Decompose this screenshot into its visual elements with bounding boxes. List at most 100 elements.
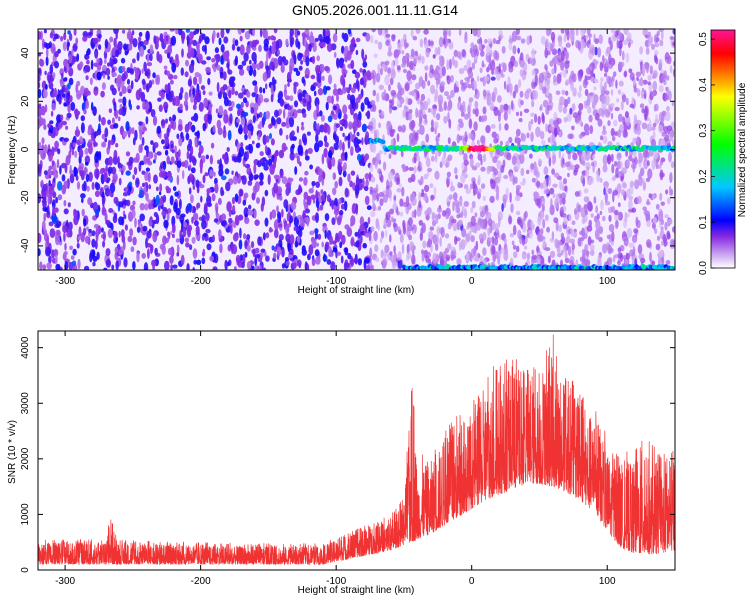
spectrogram-cell xyxy=(325,29,331,37)
spectrogram-cell xyxy=(299,216,304,227)
spectrogram-cell xyxy=(639,103,645,109)
spectrogram-cell xyxy=(84,147,89,155)
spectrogram-cell xyxy=(578,103,584,111)
spectrogram-cell xyxy=(263,165,269,171)
spectrogram-cell xyxy=(559,194,563,206)
spectrogram-cell xyxy=(143,262,149,270)
spectrogram-cell xyxy=(136,251,140,263)
spectrogram-cell xyxy=(611,230,615,242)
spectrogram-cell xyxy=(234,90,239,96)
spectrogram-cell xyxy=(232,175,238,185)
spectrogram-cell xyxy=(412,35,418,41)
spectrogram-cell xyxy=(564,257,570,264)
spectrogram-cell xyxy=(444,91,449,97)
spectrogram-cell xyxy=(69,245,73,250)
spectrogram-cell xyxy=(287,254,294,259)
spectrogram-cell xyxy=(223,115,228,121)
spectrogram-cell xyxy=(215,53,221,63)
spectrogram-cell xyxy=(323,65,330,72)
spectrogram-cell xyxy=(402,201,407,208)
spectrogram-cell xyxy=(259,158,265,164)
spectrogram-cell xyxy=(291,143,295,150)
spectrogram-cell xyxy=(373,120,376,132)
spectrogram-cell xyxy=(155,214,160,225)
spectrogram-cell xyxy=(103,172,108,183)
spectrogram-cell xyxy=(79,136,83,143)
spectrogram-cell xyxy=(237,126,243,135)
spectrogram-cell xyxy=(72,142,76,148)
spectrogram-cell xyxy=(105,219,111,226)
spectrogram-cell xyxy=(296,259,302,267)
spectrogram-cell xyxy=(448,58,452,70)
spectrogram-cell xyxy=(613,160,618,167)
spectrogram-cell xyxy=(581,151,586,163)
spectrogram-cell xyxy=(487,218,493,227)
spectrogram-cell xyxy=(172,264,178,269)
spectrogram-cell xyxy=(146,62,153,67)
spectrogram-cell xyxy=(661,240,664,246)
spectrogram-cell xyxy=(490,179,496,190)
spectrogram-cell xyxy=(503,103,509,111)
spectrogram-cell xyxy=(327,115,333,123)
spectrogram-cell xyxy=(147,199,152,204)
spectrogram-cell xyxy=(339,209,344,216)
spectrogram-signal-cell xyxy=(671,266,675,270)
spectrogram-cell xyxy=(41,144,45,152)
spectrogram-cell xyxy=(239,68,245,76)
spectrogram-cell xyxy=(446,178,450,188)
spectrogram-cell xyxy=(542,218,546,229)
spectrogram-cell xyxy=(545,29,551,37)
spectrogram-cell xyxy=(257,96,261,107)
spectrogram-cell xyxy=(474,252,479,262)
spectrogram-cell xyxy=(176,133,180,140)
spectrogram-cell xyxy=(491,245,496,255)
spectrogram-cell xyxy=(457,219,463,227)
spectrogram-cell xyxy=(110,62,113,68)
spectrogram-cell xyxy=(484,259,487,265)
spectrogram-cell xyxy=(244,30,251,40)
spectrogram-cell xyxy=(586,249,589,259)
spectrogram-cell xyxy=(640,167,645,177)
spectrogram-cell xyxy=(412,140,418,145)
spectrogram-cell xyxy=(216,82,220,93)
spectrogram-cell xyxy=(644,105,648,117)
spectrogram-cell xyxy=(604,192,608,203)
spectrogram-cell xyxy=(286,212,290,222)
spectrogram-cell xyxy=(526,169,530,175)
spectrogram-cell xyxy=(429,183,434,189)
spectrogram-cell xyxy=(304,155,310,161)
spectrogram-cell xyxy=(531,69,536,77)
spectrogram-cell xyxy=(606,75,611,84)
spectrogram-cell xyxy=(513,251,518,259)
spectrogram-cell xyxy=(185,242,190,248)
spectrogram-cell xyxy=(569,33,573,41)
spectrogram-cell xyxy=(354,43,357,48)
spectrogram-cell xyxy=(540,36,546,45)
spectrogram-cell xyxy=(438,55,443,62)
spectrogram-cell xyxy=(63,251,68,256)
spectrogram-cell xyxy=(659,192,663,201)
spectrogram-cell xyxy=(226,147,230,152)
spectrogram-cell xyxy=(186,150,190,160)
spectrogram-cell xyxy=(124,224,128,231)
spectrogram-cell xyxy=(358,111,362,122)
spectrogram-cell xyxy=(217,127,223,136)
spectrogram-cell xyxy=(552,56,558,65)
spectrogram-cell xyxy=(307,147,313,154)
spectrogram-cell xyxy=(465,252,470,263)
spectrogram-cell xyxy=(518,79,522,88)
snr-y-label: SNR (10 * v/v) xyxy=(7,420,18,484)
spectrogram-cell xyxy=(88,171,93,182)
spectrogram-cell xyxy=(599,210,603,215)
spectrogram-cell xyxy=(519,219,523,227)
spectrogram-cell xyxy=(188,187,192,195)
spectrogram-cell xyxy=(280,64,285,73)
spectrogram-cell xyxy=(391,34,396,39)
spectrogram-cell xyxy=(49,32,54,39)
spectrogram-cell xyxy=(176,244,180,255)
spectrogram-cell xyxy=(244,216,250,225)
spectrogram-cell xyxy=(457,181,461,189)
spectrogram-cell xyxy=(583,196,590,203)
spectrogram-cell xyxy=(182,226,187,238)
spectrogram-cell xyxy=(558,224,562,233)
